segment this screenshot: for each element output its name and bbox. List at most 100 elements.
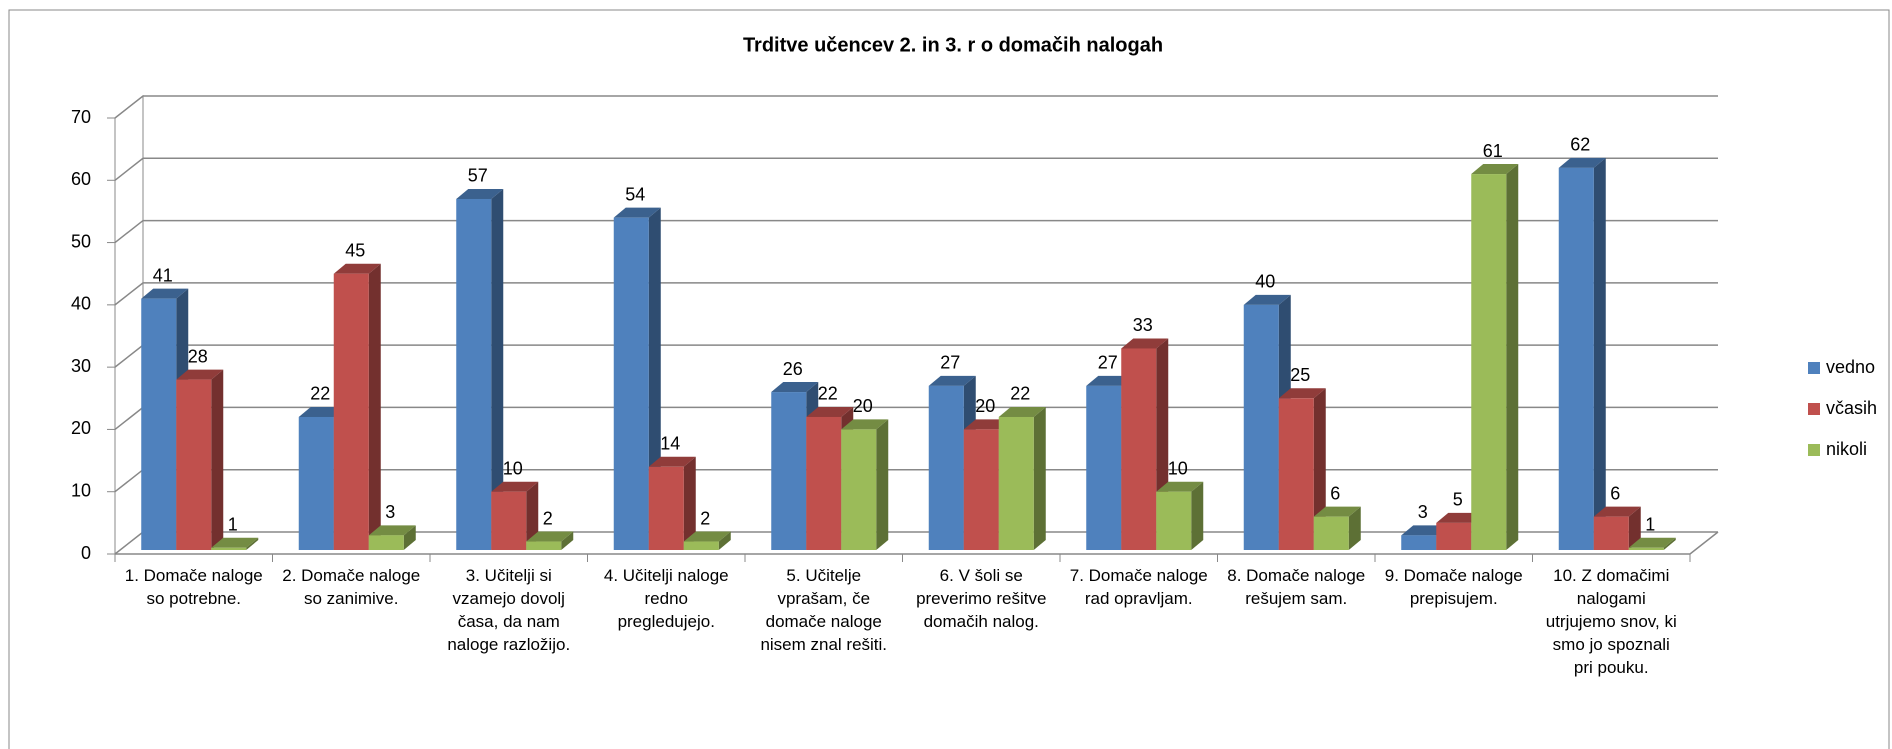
bar bbox=[1156, 491, 1192, 550]
bar bbox=[526, 541, 562, 550]
grid-line bbox=[114, 282, 1718, 306]
data-label: 10 bbox=[503, 458, 523, 478]
bar bbox=[1628, 547, 1664, 550]
bar-top bbox=[1156, 481, 1204, 492]
data-label: 57 bbox=[468, 166, 488, 186]
legend-label: nikoli bbox=[1826, 439, 1867, 459]
data-label: 3 bbox=[385, 502, 395, 522]
data-label: 26 bbox=[783, 359, 803, 379]
bar bbox=[841, 429, 877, 550]
legend-label: vedno bbox=[1826, 357, 1875, 377]
bar-side bbox=[491, 188, 504, 550]
data-label: 61 bbox=[1483, 141, 1503, 161]
bar-side bbox=[1348, 506, 1361, 550]
bar-top bbox=[928, 375, 976, 386]
bar-top bbox=[491, 481, 539, 492]
bar-top bbox=[1558, 157, 1606, 168]
bar-side bbox=[1033, 406, 1046, 550]
y-tick-label: 30 bbox=[71, 356, 91, 376]
bar-top bbox=[1243, 294, 1291, 305]
chart-title: Trditve učencev 2. in 3. r o domačih nal… bbox=[743, 34, 1163, 56]
data-label: 10 bbox=[1168, 458, 1188, 478]
bar bbox=[141, 298, 177, 550]
bar-top bbox=[998, 406, 1046, 417]
bar bbox=[333, 273, 369, 550]
bar-side bbox=[211, 369, 224, 550]
bar-side bbox=[718, 531, 731, 550]
bar bbox=[771, 392, 807, 550]
bar bbox=[298, 416, 334, 550]
bar bbox=[1278, 398, 1314, 550]
bar-side bbox=[403, 525, 416, 550]
bar-top bbox=[1593, 506, 1641, 517]
bar-top bbox=[1471, 164, 1519, 175]
grid-line bbox=[114, 219, 1718, 244]
bar-side bbox=[1593, 157, 1606, 551]
data-label: 3 bbox=[1418, 502, 1428, 522]
bar-top bbox=[683, 531, 731, 542]
data-label: 6 bbox=[1610, 483, 1620, 503]
bar bbox=[1558, 167, 1594, 551]
data-label: 27 bbox=[1098, 353, 1118, 373]
data-label: 22 bbox=[310, 384, 330, 404]
x-tick-label: 5. Učitelje vprašam, če domače naloge ni… bbox=[760, 566, 888, 654]
bar-top bbox=[141, 288, 189, 299]
bar-top bbox=[1313, 506, 1361, 517]
y-tick-label: 20 bbox=[71, 418, 91, 438]
bar-top bbox=[841, 419, 889, 430]
x-tick-label: 10. Z domačimi nalogami utrjujemo snov, … bbox=[1545, 566, 1677, 677]
bar-side bbox=[526, 481, 539, 550]
bar-side bbox=[368, 263, 381, 550]
bar-top bbox=[211, 537, 259, 548]
bar-top bbox=[648, 456, 696, 467]
bar bbox=[963, 429, 999, 550]
data-label: 62 bbox=[1570, 135, 1590, 155]
bar-top bbox=[368, 525, 416, 536]
bar-top bbox=[526, 531, 574, 542]
data-label: 45 bbox=[345, 240, 365, 260]
y-tick-label: 10 bbox=[71, 480, 91, 500]
bar bbox=[176, 379, 212, 550]
data-label: 5 bbox=[1453, 490, 1463, 510]
bar bbox=[1121, 348, 1157, 550]
data-label: 20 bbox=[975, 396, 995, 416]
bar bbox=[368, 535, 404, 550]
data-label: 27 bbox=[940, 353, 960, 373]
data-label: 28 bbox=[188, 346, 208, 366]
bar bbox=[928, 385, 964, 550]
bar-side bbox=[683, 456, 696, 550]
data-label: 25 bbox=[1290, 365, 1310, 385]
bar bbox=[998, 416, 1034, 550]
bar bbox=[648, 466, 684, 550]
bar-side bbox=[561, 531, 574, 550]
x-tick-label: 6. V šoli se preverimo rešitve domačih n… bbox=[916, 566, 1047, 631]
bar bbox=[211, 547, 247, 550]
y-tick-label: 70 bbox=[71, 107, 91, 127]
bar bbox=[613, 217, 649, 550]
bar-top bbox=[771, 382, 819, 393]
bar-top bbox=[806, 406, 854, 417]
data-label: 2 bbox=[543, 508, 553, 528]
bar-side bbox=[1506, 164, 1519, 551]
bar bbox=[1593, 516, 1629, 550]
data-label: 14 bbox=[660, 434, 680, 454]
x-tick-label: 9. Domače naloge prepisujem. bbox=[1384, 566, 1523, 608]
bar-side bbox=[876, 419, 889, 550]
bar-top bbox=[1121, 338, 1169, 349]
x-tick-label: 7. Domače naloge rad opravljam. bbox=[1069, 566, 1208, 608]
bar bbox=[806, 416, 842, 550]
bar bbox=[491, 491, 527, 550]
legend-swatch bbox=[1808, 362, 1820, 374]
bar bbox=[683, 541, 719, 550]
data-label: 1 bbox=[1645, 515, 1655, 535]
bar-top bbox=[333, 263, 381, 274]
bar-side bbox=[1191, 481, 1204, 550]
bar bbox=[456, 198, 492, 550]
y-tick-label: 60 bbox=[71, 169, 91, 189]
bar-side bbox=[1628, 506, 1641, 550]
bar bbox=[1313, 516, 1349, 550]
data-label: 22 bbox=[1010, 384, 1030, 404]
legend-swatch bbox=[1808, 444, 1820, 456]
y-tick-label: 50 bbox=[71, 231, 91, 251]
y-tick-label: 0 bbox=[81, 543, 91, 563]
